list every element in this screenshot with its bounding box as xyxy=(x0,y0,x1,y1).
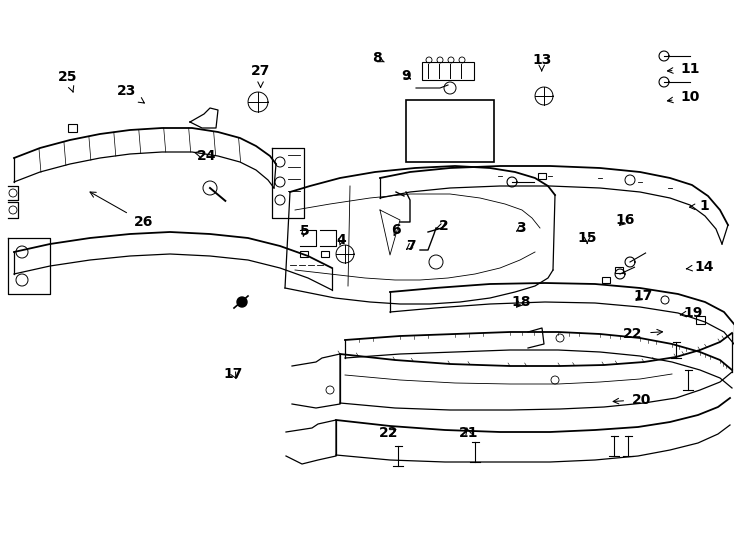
Text: 22: 22 xyxy=(623,327,663,341)
Circle shape xyxy=(237,297,247,307)
Text: 8: 8 xyxy=(371,51,384,65)
Text: 17: 17 xyxy=(633,289,653,303)
Bar xyxy=(406,100,494,162)
Text: 25: 25 xyxy=(58,70,77,92)
Text: 3: 3 xyxy=(516,221,526,235)
Text: 2: 2 xyxy=(436,219,449,233)
Text: 6: 6 xyxy=(391,223,401,237)
Text: 19: 19 xyxy=(680,306,702,320)
Bar xyxy=(300,251,308,257)
Text: 11: 11 xyxy=(667,62,700,76)
Bar xyxy=(696,316,705,323)
Bar xyxy=(479,114,489,122)
Text: 4: 4 xyxy=(336,233,346,247)
Text: 27: 27 xyxy=(251,64,270,87)
Text: 12: 12 xyxy=(468,117,487,131)
Text: 22: 22 xyxy=(379,426,399,440)
Text: 21: 21 xyxy=(459,426,478,440)
Text: 26: 26 xyxy=(90,192,153,230)
Bar xyxy=(68,124,76,132)
Text: 20: 20 xyxy=(613,393,651,407)
Bar xyxy=(422,62,474,80)
Text: 13: 13 xyxy=(532,53,551,71)
Text: 23: 23 xyxy=(117,84,145,103)
Text: 9: 9 xyxy=(401,69,411,83)
Bar xyxy=(321,251,329,257)
Text: 1: 1 xyxy=(689,199,710,213)
Text: 5: 5 xyxy=(299,224,310,238)
Text: 17: 17 xyxy=(224,367,243,381)
Text: 15: 15 xyxy=(578,231,597,245)
Bar xyxy=(615,267,623,273)
Text: 14: 14 xyxy=(686,260,714,274)
Bar xyxy=(538,173,546,179)
Text: 18: 18 xyxy=(512,295,531,309)
Text: 7: 7 xyxy=(406,239,416,253)
Text: 24: 24 xyxy=(195,148,217,163)
Bar xyxy=(602,277,610,283)
Text: 16: 16 xyxy=(616,213,635,227)
Text: 10: 10 xyxy=(667,90,700,104)
